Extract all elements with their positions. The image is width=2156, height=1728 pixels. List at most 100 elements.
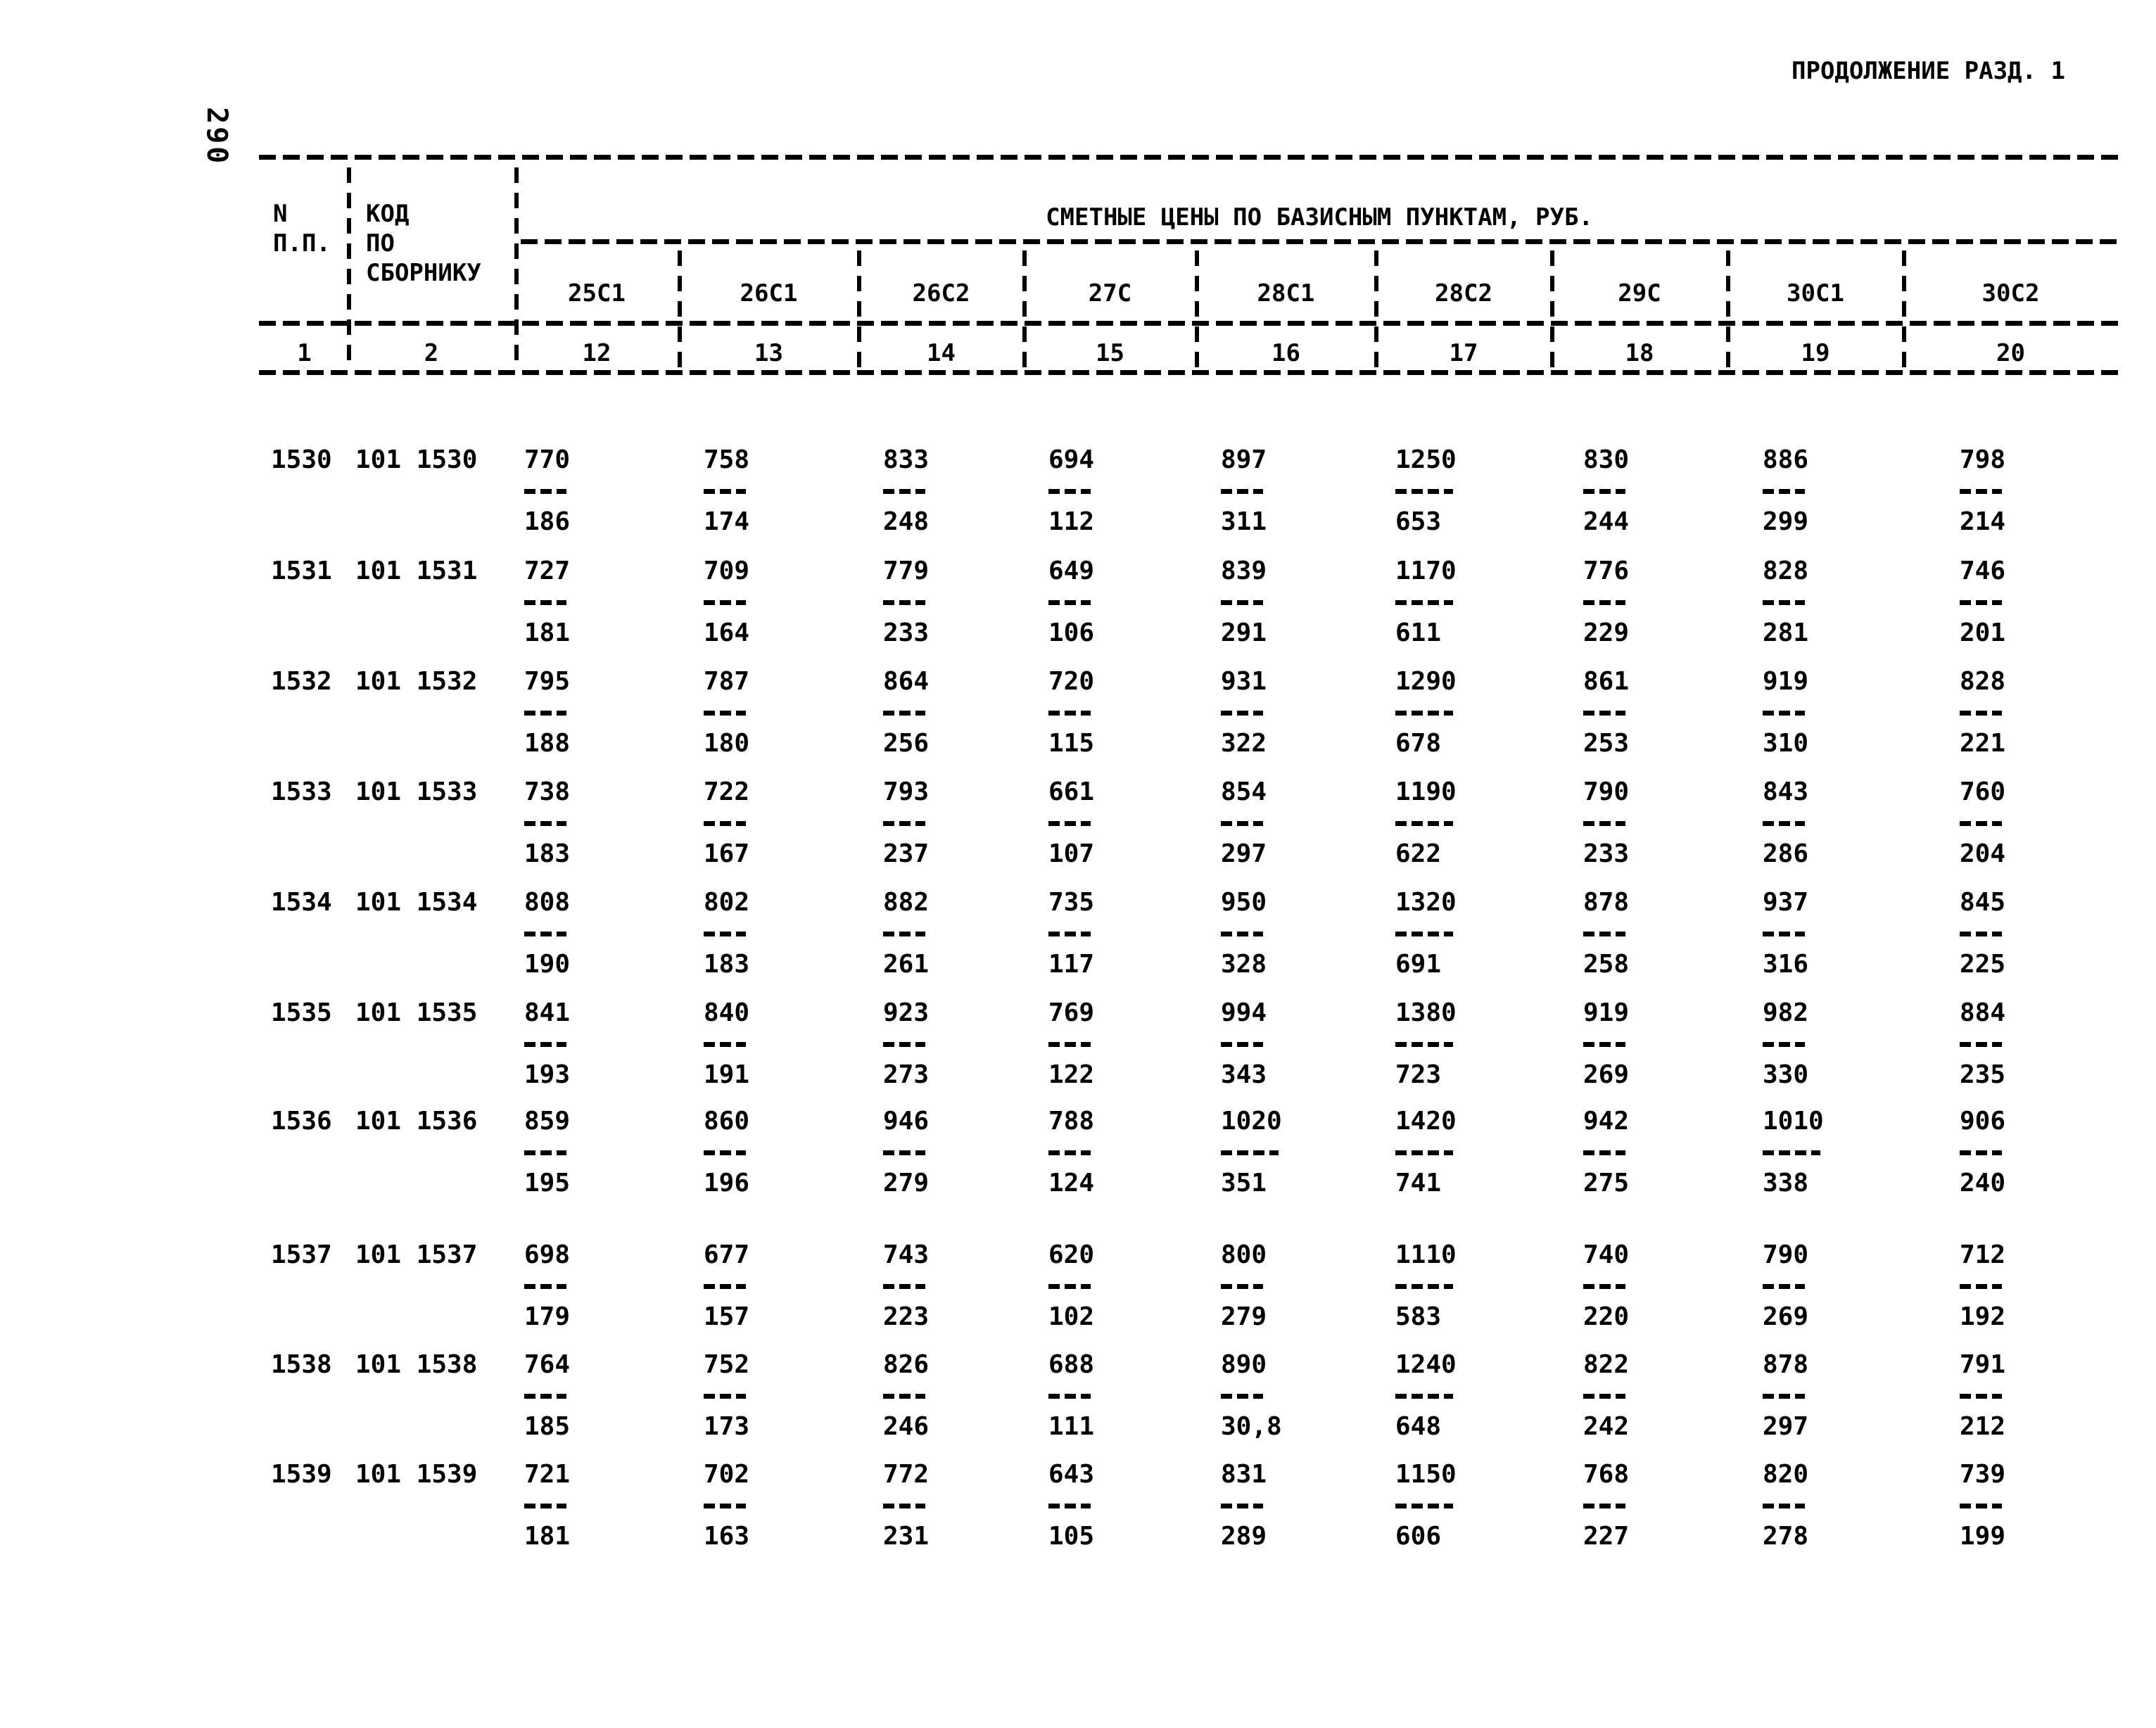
fraction-dash: [883, 1042, 925, 1047]
price-cell: 884 235: [1960, 998, 2005, 1091]
price-bottom-value: 212: [1960, 1412, 2006, 1441]
price-bottom-value: 678: [1395, 729, 1442, 758]
col-code-header-line1: КОД: [366, 200, 410, 228]
price-top-value: 828: [1763, 557, 1809, 585]
price-cell: 906 240: [1960, 1106, 2005, 1199]
price-bottom-value: 275: [1583, 1169, 1630, 1197]
price-bottom-value: 279: [883, 1169, 930, 1197]
row-code-cell: 101 1531: [355, 557, 478, 585]
table-row: 1534 101 1534 808 190 802 183 882 261 735 117 950 3…: [0, 887, 2156, 986]
price-top-value: 833: [883, 445, 930, 474]
price-bottom-value: 105: [1048, 1522, 1095, 1551]
col-label-26s1: 26С1: [740, 279, 798, 307]
price-bottom-value: 190: [524, 950, 571, 979]
fraction-dash: [1583, 711, 1625, 716]
fraction-dash: [1960, 1042, 2002, 1047]
price-bottom-value: 185: [524, 1412, 571, 1441]
price-top-value: 830: [1583, 445, 1630, 474]
price-cell: 793 237: [883, 777, 929, 870]
price-top-value: 721: [524, 1460, 571, 1489]
row-code-cell: 101 1534: [355, 888, 478, 917]
price-bottom-value: 246: [883, 1412, 930, 1441]
price-cell: 727 181: [524, 556, 570, 649]
fraction-dash: [524, 600, 566, 605]
fraction-dash: [1395, 489, 1453, 494]
col-number-2: 2: [424, 339, 439, 367]
price-bottom-value: 111: [1048, 1412, 1095, 1441]
price-top-value: 808: [524, 888, 571, 917]
price-bottom-value: 351: [1221, 1169, 1267, 1197]
fraction-dash: [524, 821, 566, 826]
fraction-dash: [883, 711, 925, 716]
price-cell: 854 297: [1221, 777, 1267, 870]
fraction-dash: [704, 1394, 746, 1399]
price-bottom-value: 181: [524, 618, 571, 647]
price-cell: 1190 622: [1395, 777, 1457, 870]
price-top-value: 722: [704, 777, 750, 806]
price-bottom-value: 204: [1960, 839, 2006, 868]
price-cell: 839 291: [1221, 556, 1267, 649]
fraction-dash: [1763, 1284, 1805, 1289]
col-number-20: 20: [1996, 339, 2025, 367]
price-top-value: 1290: [1395, 667, 1457, 696]
price-top-value: 1020: [1221, 1107, 1282, 1136]
price-bottom-value: 106: [1048, 618, 1095, 647]
price-bottom-value: 199: [1960, 1522, 2006, 1551]
dashed-rule-vertical: [1195, 250, 1199, 370]
price-cell: 859 195: [524, 1106, 570, 1199]
price-cell: 833 248: [883, 445, 929, 538]
price-bottom-value: 188: [524, 729, 571, 758]
price-cell: 702 163: [704, 1459, 749, 1552]
fraction-dash: [1583, 489, 1625, 494]
fraction-dash: [1583, 1042, 1625, 1047]
price-top-value: 760: [1960, 777, 2006, 806]
price-top-value: 788: [1048, 1107, 1095, 1136]
fraction-dash: [883, 1394, 925, 1399]
price-top-value: 764: [524, 1350, 571, 1379]
price-cell: 764 185: [524, 1349, 570, 1442]
price-cell: 861 253: [1583, 666, 1629, 759]
row-code-cell: 101 1539: [355, 1460, 478, 1489]
price-bottom-value: 261: [883, 950, 930, 979]
price-bottom-value: 691: [1395, 950, 1442, 979]
price-bottom-value: 30,8: [1221, 1412, 1282, 1441]
price-cell: 649 106: [1048, 556, 1094, 649]
fraction-dash: [1395, 711, 1453, 716]
price-cell: 982 330: [1763, 998, 1808, 1091]
price-cell: 712 192: [1960, 1240, 2005, 1333]
price-cell: 661 107: [1048, 777, 1094, 870]
dashed-rule-vertical: [678, 250, 682, 370]
price-top-value: 897: [1221, 445, 1267, 474]
row-number-cell: 1535: [271, 998, 332, 1027]
fraction-dash: [1960, 932, 2002, 936]
price-bottom-value: 227: [1583, 1522, 1630, 1551]
price-top-value: 735: [1048, 888, 1095, 917]
price-cell: 840 191: [704, 998, 749, 1091]
price-bottom-value: 286: [1763, 839, 1809, 868]
row-number-cell: 1534: [271, 888, 332, 917]
fraction-dash: [1763, 1504, 1805, 1508]
price-top-value: 919: [1583, 998, 1630, 1027]
fraction-dash: [1221, 1504, 1263, 1508]
fraction-dash: [1395, 1150, 1453, 1155]
price-cell: 808 190: [524, 887, 570, 980]
price-top-value: 854: [1221, 777, 1267, 806]
price-bottom-value: 167: [704, 839, 750, 868]
fraction-dash: [1395, 600, 1453, 605]
col-number-13: 13: [754, 339, 783, 367]
price-bottom-value: 231: [883, 1522, 930, 1551]
row-code-cell: 101 1538: [355, 1350, 478, 1379]
price-bottom-value: 164: [704, 618, 750, 647]
price-bottom-value: 328: [1221, 950, 1267, 979]
price-top-value: 1240: [1395, 1350, 1457, 1379]
fraction-dash: [704, 1504, 746, 1508]
price-top-value: 758: [704, 445, 750, 474]
price-cell: 772 231: [883, 1459, 929, 1552]
fraction-dash: [1048, 932, 1091, 936]
price-top-value: 779: [883, 557, 930, 585]
price-top-value: 795: [524, 667, 571, 696]
fraction-dash: [1763, 489, 1805, 494]
price-top-value: 643: [1048, 1460, 1095, 1489]
price-cell: 709 164: [704, 556, 749, 649]
price-cell: 722 167: [704, 777, 749, 870]
